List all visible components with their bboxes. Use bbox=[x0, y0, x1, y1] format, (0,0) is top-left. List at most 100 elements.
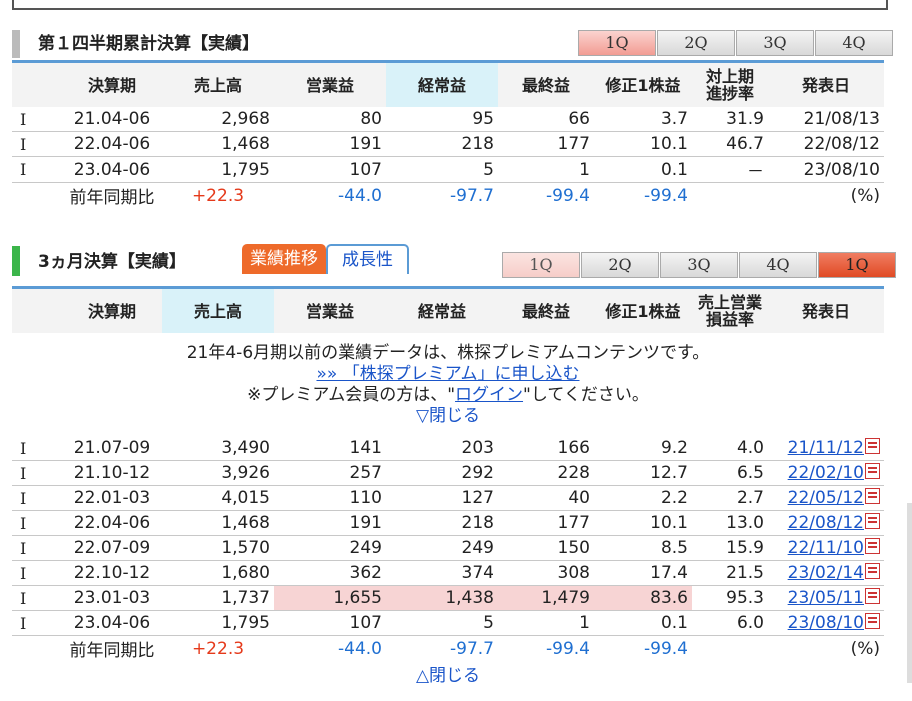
header-eps: 修正1株益 bbox=[594, 61, 692, 107]
pdf-icon[interactable] bbox=[865, 438, 880, 454]
row-ordinary: 374 bbox=[386, 560, 498, 586]
header-sales: 売上高 bbox=[162, 61, 274, 107]
row-period: 22.04-06 bbox=[62, 510, 162, 536]
row-sales: 1,468 bbox=[162, 510, 274, 536]
pdf-icon[interactable] bbox=[865, 538, 880, 554]
tab-3q[interactable]: 3Q bbox=[736, 30, 814, 56]
row-date: 23/05/11 bbox=[768, 585, 884, 611]
row-ordinary: 127 bbox=[386, 485, 498, 511]
tab-4q[interactable]: 4Q bbox=[739, 252, 817, 278]
tab-performance-trend[interactable]: 業績推移 bbox=[242, 244, 326, 274]
header-period: 決算期 bbox=[62, 287, 162, 333]
row-eps: 3.7 bbox=[594, 107, 692, 132]
yoy-unit: (%) bbox=[850, 638, 880, 659]
pdf-icon[interactable] bbox=[865, 463, 880, 479]
tab-3q[interactable]: 3Q bbox=[660, 252, 738, 278]
table-row: I 21.04-06 2,968 80 95 66 3.7 31.9 21/08… bbox=[12, 107, 884, 132]
pdf-icon[interactable] bbox=[865, 513, 880, 529]
scrollbar[interactable] bbox=[907, 503, 912, 683]
row-eps: 8.5 bbox=[594, 535, 692, 561]
row-net: 177 bbox=[498, 510, 594, 536]
row-operating: 249 bbox=[274, 535, 386, 561]
header-operating: 営業益 bbox=[274, 61, 386, 107]
row-eps: 9.2 bbox=[594, 436, 692, 461]
row-progress: 31.9 bbox=[692, 107, 768, 132]
table-row: I 22.07-09 1,570 249 249 150 8.5 15.9 22/11/10 bbox=[12, 535, 884, 561]
row-ordinary: 218 bbox=[386, 131, 498, 157]
row-net: 66 bbox=[498, 107, 594, 132]
row-ordinary: 218 bbox=[386, 510, 498, 536]
row-date: 23/08/10 bbox=[768, 156, 884, 183]
yoy-ordinary: -97.7 bbox=[450, 638, 494, 659]
pdf-icon[interactable] bbox=[865, 488, 880, 504]
table-row: I 21.07-09 3,490 141 203 166 9.2 4.0 21/11/12 bbox=[12, 436, 884, 461]
login-link[interactable]: ログイン bbox=[455, 385, 524, 405]
table-row: I 23.04-06 1,795 107 5 1 0.1 － 23/08/10 bbox=[12, 156, 884, 183]
q3m-results-table: I 21.07-09 3,490 141 203 166 9.2 4.0 21/11/12 I 21… bbox=[12, 436, 884, 686]
row-eps: 83.6 bbox=[594, 585, 692, 611]
row-operating: 191 bbox=[274, 510, 386, 536]
header-date: 発表日 bbox=[768, 287, 884, 333]
close-toggle-bottom[interactable]: △閉じる bbox=[415, 666, 481, 686]
row-margin: 21.5 bbox=[692, 560, 768, 586]
date-link[interactable]: 22/11/10 bbox=[787, 538, 864, 558]
row-period: 22.07-09 bbox=[62, 535, 162, 561]
row-date: 22/11/10 bbox=[768, 535, 884, 561]
date-link[interactable]: 22/08/12 bbox=[787, 513, 864, 533]
tab-2q[interactable]: 2Q bbox=[657, 30, 735, 56]
premium-signup-link[interactable]: »» 「株探プレミアム」に申し込む bbox=[316, 364, 580, 384]
blank-cell bbox=[12, 183, 62, 209]
pdf-icon[interactable] bbox=[865, 563, 880, 579]
row-date: 21/08/13 bbox=[768, 107, 884, 132]
row-operating: 110 bbox=[274, 485, 386, 511]
q3m-quarter-tabs: 1Q 2Q 3Q 4Q 1Q bbox=[501, 252, 896, 278]
header-progress: 対上期 進捗率 bbox=[692, 61, 768, 107]
row-ordinary: 292 bbox=[386, 460, 498, 486]
tab-1q[interactable]: 1Q bbox=[578, 30, 656, 56]
date-link[interactable]: 23/05/11 bbox=[787, 588, 864, 608]
table-row: I 22.04-06 1,468 191 218 177 10.1 13.0 22/08/12 bbox=[12, 510, 884, 536]
tab-1q[interactable]: 1Q bbox=[502, 252, 580, 278]
row-net: 166 bbox=[498, 436, 594, 461]
pdf-icon[interactable] bbox=[865, 588, 880, 604]
pdf-icon[interactable] bbox=[865, 613, 880, 629]
row-mark: I bbox=[12, 460, 62, 486]
view-toggle: 業績推移 成長性 bbox=[242, 244, 409, 274]
row-period: 23.04-06 bbox=[62, 156, 162, 183]
row-eps: 10.1 bbox=[594, 510, 692, 536]
row-date: 22/08/12 bbox=[768, 131, 884, 157]
row-eps: 2.2 bbox=[594, 485, 692, 511]
date-link[interactable]: 23/02/14 bbox=[787, 563, 864, 583]
q3m-header-table: 決算期 売上高 営業益 経常益 最終益 修正1株益 売上営業 損益率 発表日 bbox=[12, 286, 884, 333]
row-operating: 141 bbox=[274, 436, 386, 461]
row-date: 22/08/12 bbox=[768, 510, 884, 536]
header-net: 最終益 bbox=[498, 61, 594, 107]
date-link[interactable]: 22/05/12 bbox=[787, 488, 864, 508]
yoy-net: -99.4 bbox=[546, 638, 590, 659]
row-net: 177 bbox=[498, 131, 594, 157]
row-net: 228 bbox=[498, 460, 594, 486]
date-link[interactable]: 21/11/12 bbox=[787, 438, 864, 458]
row-margin: 6.5 bbox=[692, 460, 768, 486]
tab-1q-selected[interactable]: 1Q bbox=[818, 252, 896, 278]
yoy-net: -99.4 bbox=[546, 185, 590, 206]
header-operating: 営業益 bbox=[274, 287, 386, 333]
row-margin: 95.3 bbox=[692, 585, 768, 611]
date-link[interactable]: 22/02/10 bbox=[787, 463, 864, 483]
row-sales: 1,737 bbox=[162, 585, 274, 611]
tab-4q[interactable]: 4Q bbox=[815, 30, 893, 56]
table-row: I 21.10-12 3,926 257 292 228 12.7 6.5 22/02/10 bbox=[12, 460, 884, 486]
row-net: 150 bbox=[498, 535, 594, 561]
premium-notice: 21年4-6月期以前の業績データは、株探プレミアムコンテンツです。 »» 「株探… bbox=[12, 343, 884, 427]
header-sales: 売上高 bbox=[162, 287, 274, 333]
row-mark: I bbox=[12, 585, 62, 611]
close-toggle-top[interactable]: ▽閉じる bbox=[415, 406, 481, 426]
row-ordinary: 95 bbox=[386, 107, 498, 132]
row-mark: I bbox=[12, 485, 62, 511]
table-row: I 23.04-06 1,795 107 5 1 0.1 6.0 23/08/10 bbox=[12, 610, 884, 636]
row-margin: 15.9 bbox=[692, 535, 768, 561]
tab-2q[interactable]: 2Q bbox=[581, 252, 659, 278]
date-link[interactable]: 23/08/10 bbox=[787, 613, 864, 633]
row-mark: I bbox=[12, 510, 62, 536]
tab-growth[interactable]: 成長性 bbox=[326, 244, 409, 274]
